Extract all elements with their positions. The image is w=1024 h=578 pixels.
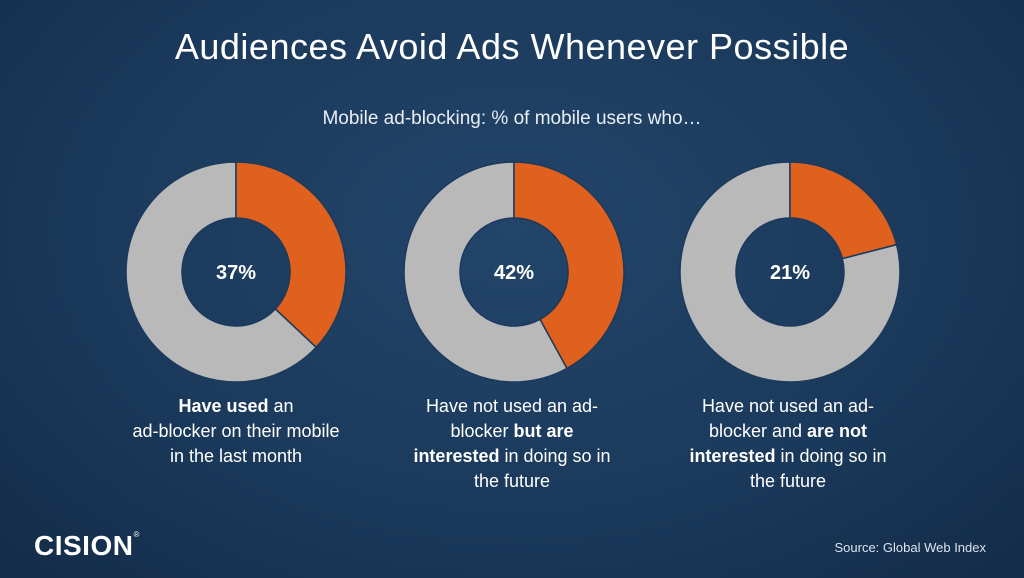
caption-bold-text: interested (689, 446, 776, 466)
donut-slice-remainder (403, 161, 569, 383)
caption-text: an (268, 396, 294, 416)
donut-center-label: 42% (494, 262, 534, 284)
caption-text: ad-blocker on their mobile (132, 421, 340, 441)
caption-3: Have not used an ad-blocker and are not i… (658, 394, 918, 494)
caption-text: blocker and (708, 421, 808, 441)
donut-center-label: 21% (770, 262, 810, 284)
donut-chart-1: 37% (125, 161, 347, 383)
donut-center-label: 37% (216, 262, 256, 284)
caption-bold-text: are not (807, 421, 868, 441)
donut-chart-2: 42% (403, 161, 625, 383)
chart-subtitle: Mobile ad-blocking: % of mobile users wh… (322, 108, 702, 129)
chart-title: Audiences Avoid Ads Whenever Possible (174, 26, 850, 67)
caption-text: the future (749, 471, 827, 491)
caption-text: in doing so in (499, 446, 611, 466)
donut-slice-value (235, 161, 347, 349)
caption-bold-text: but are (513, 421, 574, 441)
caption-bold-text: Have used (178, 396, 269, 416)
caption-2: Have not used an ad-blocker but are inter… (382, 394, 642, 494)
caption-text: Have not used an ad- (701, 396, 875, 416)
caption-text: blocker (450, 421, 514, 441)
caption-text: in the last month (169, 446, 303, 466)
donut-slice-remainder (125, 161, 318, 383)
cision-logo: CISION® (34, 530, 140, 561)
donut-slice-remainder (679, 161, 901, 383)
source-note: Source: Global Web Index (834, 540, 986, 555)
caption-text: Have not used an ad- (425, 396, 599, 416)
caption-text: the future (473, 471, 551, 491)
caption-bold-text: interested (413, 446, 500, 466)
caption-text: in doing so in (775, 446, 887, 466)
caption-1: Have used an ad-blocker on their mobile in… (106, 394, 366, 469)
donut-chart-3: 21% (679, 161, 901, 383)
donut-slice-value (789, 161, 898, 260)
donut-slice-value (513, 161, 625, 370)
